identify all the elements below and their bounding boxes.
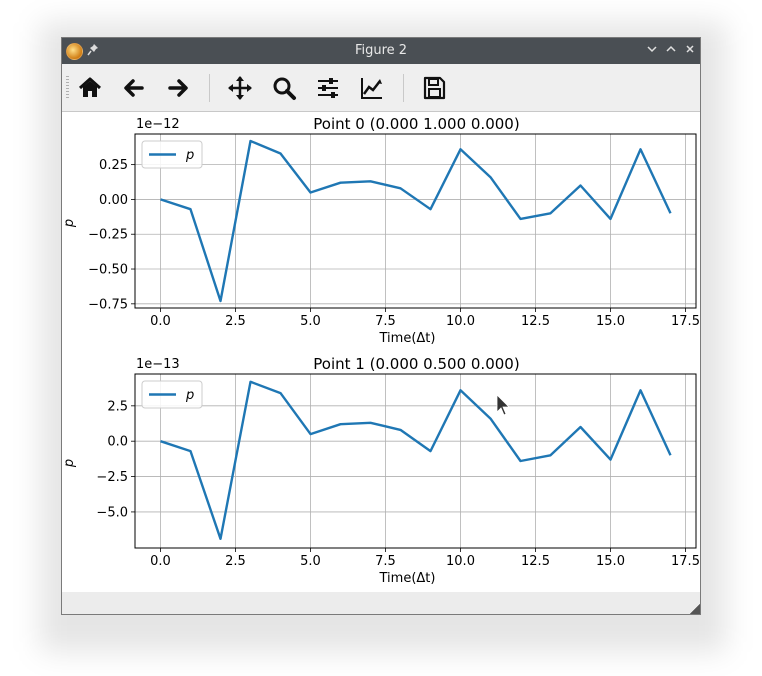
- x-tick-label: 2.5: [225, 314, 246, 329]
- axes-frame: [134, 373, 697, 549]
- axes-frame: [134, 133, 697, 309]
- x-tick-label: 15.0: [596, 314, 625, 329]
- y-tick-label: −0.75: [88, 297, 128, 312]
- toolbar-separator: [403, 74, 404, 102]
- minimize-icon[interactable]: [644, 41, 660, 61]
- y-tick-label: −2.5: [96, 470, 128, 485]
- close-icon[interactable]: [682, 41, 698, 61]
- x-tick-label: 15.0: [596, 554, 625, 569]
- chart-title: Point 0 (0.000 1.000 0.000): [313, 115, 519, 133]
- subplots-icon[interactable]: [314, 74, 342, 102]
- x-tick-label: 7.5: [375, 554, 396, 569]
- x-axis-label: Time(Δt): [379, 571, 436, 586]
- x-tick-label: 10.0: [446, 314, 475, 329]
- series-line: [160, 380, 672, 540]
- x-tick-label: 10.0: [446, 554, 475, 569]
- x-tick-label: 17.5: [671, 554, 700, 569]
- forward-arrow-icon[interactable]: [164, 74, 192, 102]
- maximize-icon[interactable]: [663, 41, 679, 61]
- y-tick-label: 2.5: [107, 399, 128, 414]
- x-tick-label: 5.0: [300, 554, 321, 569]
- offset-text: 1e−13: [136, 357, 180, 372]
- y-tick-label: 0.0: [107, 435, 128, 450]
- y-axis-label: p: [62, 219, 77, 228]
- y-tick-label: −0.25: [88, 228, 128, 243]
- y-tick-label: 0.00: [99, 193, 128, 208]
- resize-grip[interactable]: [688, 604, 700, 614]
- x-tick-label: 17.5: [671, 314, 700, 329]
- toolbar-separator: [209, 74, 210, 102]
- chart-title: Point 1 (0.000 0.500 0.000): [313, 355, 519, 373]
- legend-label: p: [185, 148, 194, 163]
- x-tick-label: 0.0: [150, 554, 171, 569]
- plot-area[interactable]: 0.0 2.5 5.0 7.5 10.0 12.5 15.0 17.5 −0.75 −0.50 −0…: [62, 112, 700, 592]
- offset-text: 1e−12: [136, 117, 180, 132]
- home-icon[interactable]: [76, 74, 104, 102]
- save-icon[interactable]: [420, 74, 448, 102]
- legend-label: p: [185, 388, 194, 403]
- navigation-toolbar: [62, 64, 700, 112]
- x-tick-label: 0.0: [150, 314, 171, 329]
- toolbar-grip[interactable]: [66, 76, 69, 98]
- pin-icon[interactable]: [86, 42, 100, 58]
- app-icon: [66, 43, 83, 60]
- x-tick-label: 5.0: [300, 314, 321, 329]
- y-axis-label: p: [62, 459, 77, 468]
- x-tick-label: 7.5: [375, 314, 396, 329]
- figure-canvas[interactable]: 0.0 2.5 5.0 7.5 10.0 12.5 15.0 17.5 −0.75 −0.50 −0…: [62, 112, 700, 592]
- title-bar[interactable]: Figure 2: [62, 38, 700, 64]
- y-tick-label: 0.25: [99, 158, 128, 173]
- figure-window: Figure 2: [61, 37, 701, 615]
- y-tick-label: −5.0: [96, 505, 128, 520]
- window-title: Figure 2: [354, 43, 408, 58]
- back-arrow-icon[interactable]: [120, 74, 148, 102]
- x-tick-label: 12.5: [521, 554, 550, 569]
- x-tick-label: 2.5: [225, 554, 246, 569]
- edit-axis-icon[interactable]: [358, 74, 386, 102]
- series-line: [160, 139, 672, 303]
- y-tick-label: −0.50: [88, 263, 128, 278]
- mouse-cursor-icon: [496, 394, 510, 416]
- status-bar: [62, 592, 700, 614]
- pan-icon[interactable]: [226, 74, 254, 102]
- x-axis-label: Time(Δt): [379, 331, 436, 346]
- x-tick-label: 12.5: [521, 314, 550, 329]
- zoom-icon[interactable]: [270, 74, 298, 102]
